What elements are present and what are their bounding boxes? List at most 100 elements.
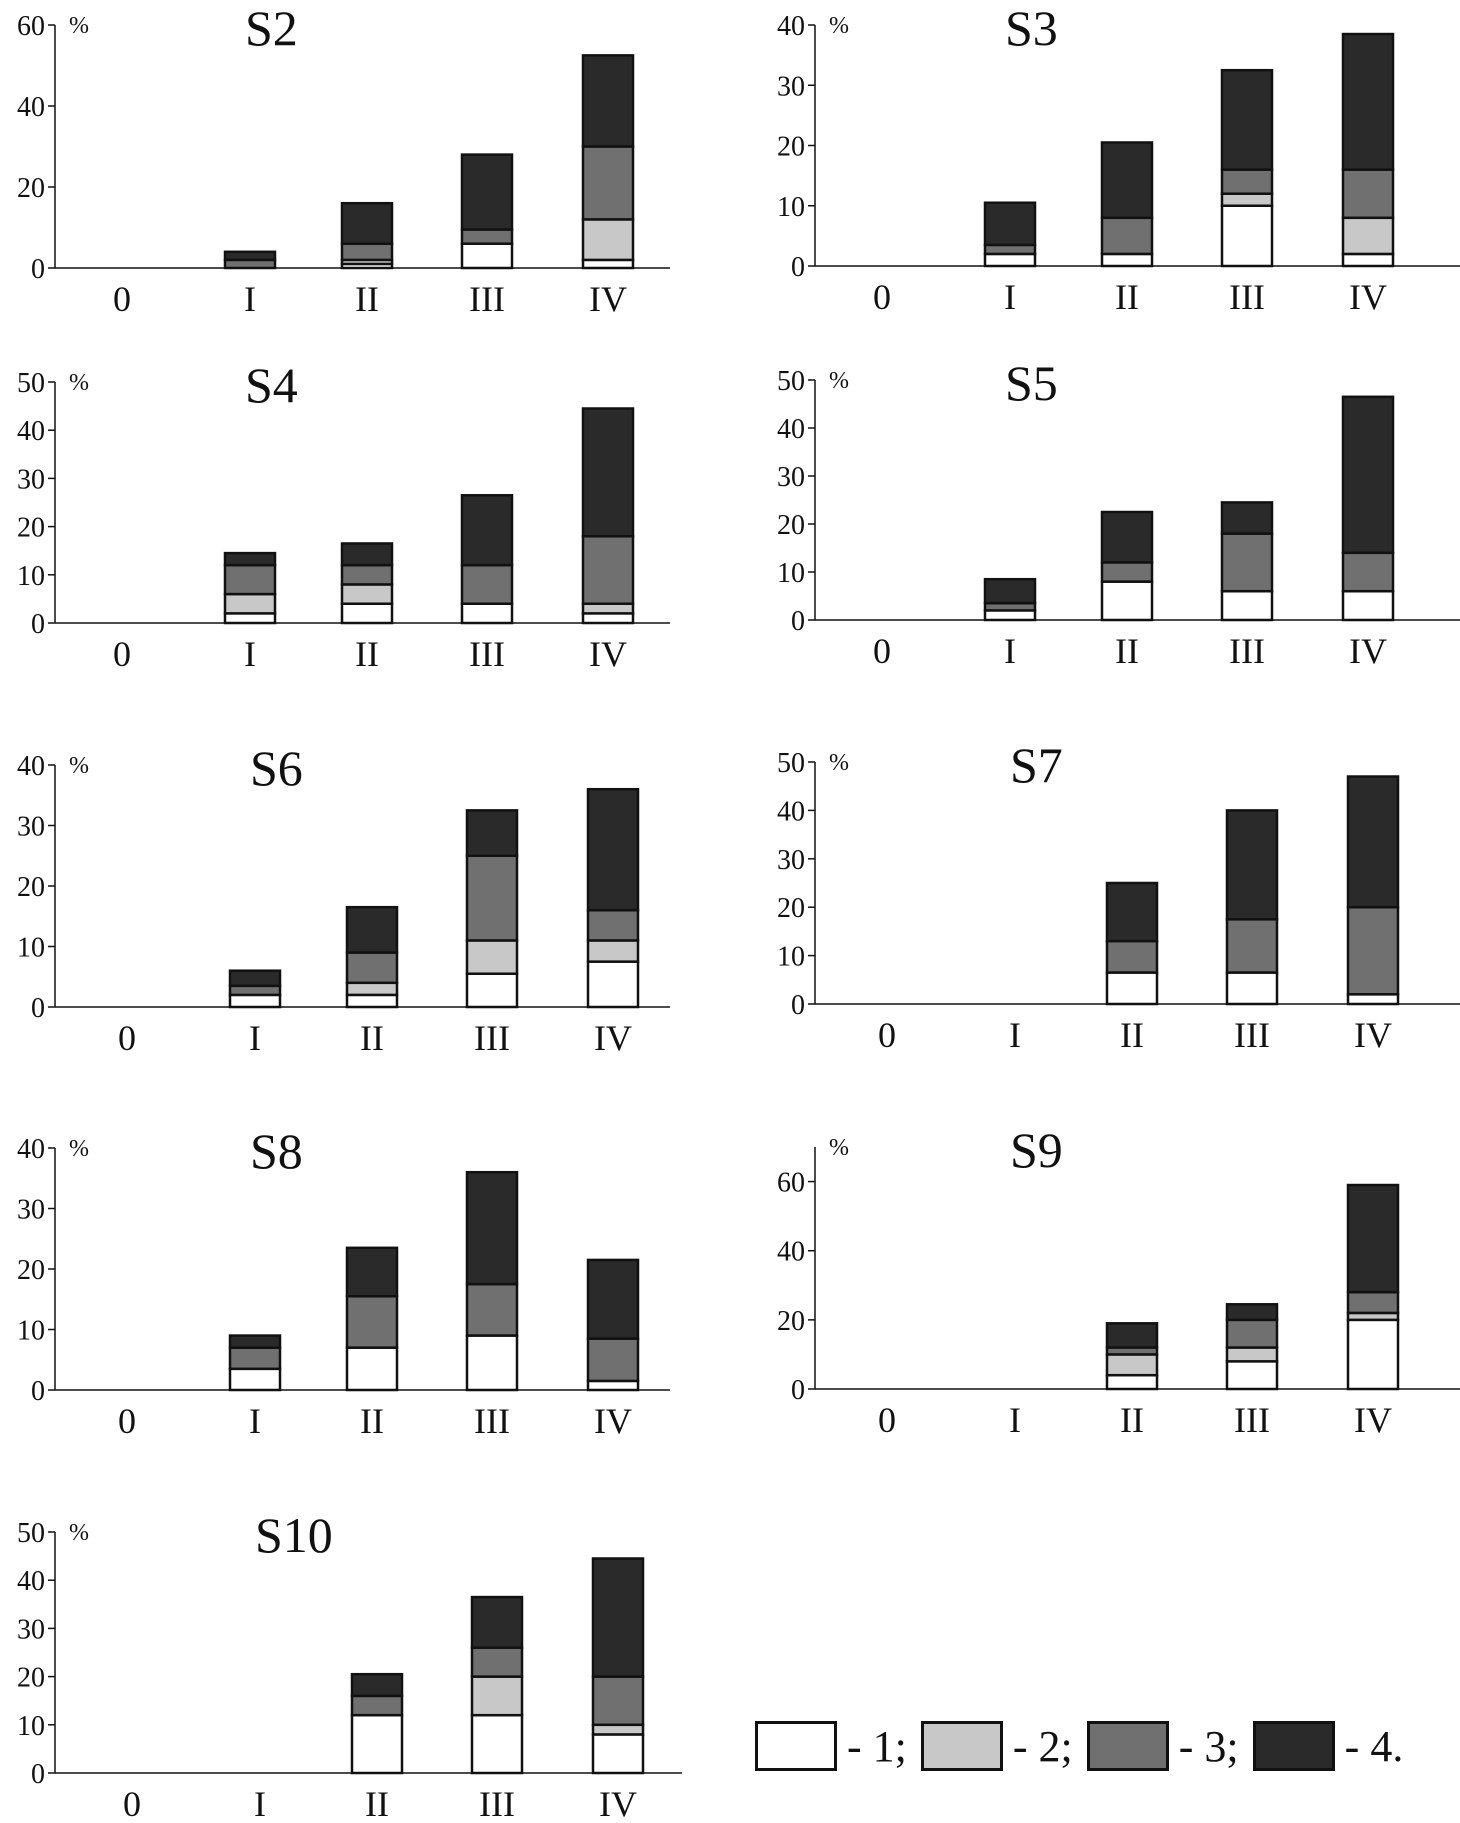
panel-6-title: S7 xyxy=(1010,737,1063,793)
panel-3-bar-IV-series-2 xyxy=(581,602,635,615)
panel-6-y-tick-label: 30 xyxy=(777,845,805,876)
panel-2-bar-IV-series-4 xyxy=(1341,32,1395,171)
panel-7-bar-III-series-1 xyxy=(465,1334,519,1392)
panel-3-bar-III-series-4 xyxy=(460,494,514,567)
panel-4-x-tick-label: 0 xyxy=(873,631,891,671)
panel-7-y-tick-label: 20 xyxy=(17,1255,45,1286)
panel-3-bar-II-series-2 xyxy=(340,583,394,605)
panel-3-bar-I-series-1 xyxy=(223,612,277,625)
legend-item-4: - 4. xyxy=(1252,1721,1404,1772)
panel-2-x-tick-label: I xyxy=(1004,277,1016,317)
panel-8-bar-III-series-1 xyxy=(1225,1360,1279,1391)
panel-5-bar-III-series-1 xyxy=(465,972,519,1009)
panel-9-x-tick-label: I xyxy=(254,1784,266,1823)
panel-2-x-tick-label: II xyxy=(1115,277,1139,317)
panel-4-bar-IV-series-4 xyxy=(1341,395,1395,555)
panel-4-bar-III-series-1 xyxy=(1220,589,1274,622)
panel-1-x-tick-label: I xyxy=(244,279,256,319)
panel-8-bar-II-series-1 xyxy=(1105,1373,1159,1391)
panel-5-bar-IV-series-2 xyxy=(586,939,640,963)
panel-4-bar-II-series-1 xyxy=(1100,580,1154,622)
panel-3-bar-IV-series-1 xyxy=(581,612,635,625)
legend-label-1: - 1; xyxy=(847,1721,907,1771)
panel-2-bar-III-series-4 xyxy=(1220,68,1274,171)
panel-4-y-tick-label: 0 xyxy=(791,606,805,637)
panel-9-y-tick-label: 50 xyxy=(17,1518,45,1549)
panel-3-x-tick-label: I xyxy=(244,634,256,674)
panel-9-bar-IV-series-1 xyxy=(591,1733,645,1775)
panel-6-y-tick-label: 40 xyxy=(777,796,805,827)
panel-5-x-tick-label: I xyxy=(249,1018,261,1058)
panel-6-bar-IV-series-3 xyxy=(1346,905,1400,996)
panel-3-x-tick-label: III xyxy=(469,634,505,674)
panel-5-bar-III-series-4 xyxy=(465,809,519,857)
panel-9-y-tick-label: 0 xyxy=(31,1759,45,1790)
panel-8-title: S9 xyxy=(1010,1122,1063,1178)
panel-2-title: S3 xyxy=(1005,0,1058,56)
panel-4-x-tick-label: IV xyxy=(1349,631,1387,671)
panel-1-bar-IV-series-4 xyxy=(581,54,635,148)
panel-3-y-tick-label: 40 xyxy=(17,416,45,447)
panel-8-y-tick-label: 60 xyxy=(777,1168,805,1199)
panel-2-bar-I-series-3 xyxy=(983,243,1037,256)
panel-9-y-tick-label: 30 xyxy=(17,1614,45,1645)
legend-label-2: - 2; xyxy=(1012,1721,1073,1771)
panel-7-bar-IV-series-1 xyxy=(586,1379,640,1392)
panel-1-y-tick-label: 0 xyxy=(31,254,45,285)
legend-label-4: - 4. xyxy=(1344,1721,1404,1771)
panel-4-bar-II-series-3 xyxy=(1100,561,1154,583)
panel-3-y-tick-label: 30 xyxy=(17,464,45,495)
panel-8-x-tick-label: III xyxy=(1234,1400,1270,1440)
panel-8-x-tick-label: II xyxy=(1120,1400,1144,1440)
panel-7-y-tick-label: 40 xyxy=(17,1134,45,1165)
panel-9-y-tick-label: 10 xyxy=(17,1711,45,1742)
panel-5-bar-II-series-1 xyxy=(345,993,399,1009)
panel-5-y-tick-label: 0 xyxy=(31,993,45,1024)
legend-label-3: - 3; xyxy=(1178,1721,1239,1771)
panel-1-bar-II-series-4 xyxy=(340,201,394,245)
panel-2-x-tick-label: 0 xyxy=(873,277,891,317)
panel-1-bar-III-series-3 xyxy=(460,228,514,245)
panel-9-y-tick-label: 40 xyxy=(17,1566,45,1597)
panel-5-bar-I-series-3 xyxy=(228,984,282,997)
panel-4-bar-II-series-4 xyxy=(1100,510,1154,564)
panel-1-x-tick-label: 0 xyxy=(113,279,131,319)
panel-5-title: S6 xyxy=(250,740,303,796)
panel-5-x-tick-label: III xyxy=(474,1018,510,1058)
panel-1-bar-II-series-3 xyxy=(340,242,394,262)
panel-6-bar-IV-series-4 xyxy=(1346,775,1400,909)
panel-4-y-tick-label: 20 xyxy=(777,510,805,541)
panel-6-y-tick-label: 0 xyxy=(791,990,805,1021)
panel-2-x-tick-label: IV xyxy=(1349,277,1387,317)
panel-3-bar-I-series-4 xyxy=(223,551,277,567)
panel-6-bar-II-series-1 xyxy=(1105,971,1159,1006)
legend-swatch-3 xyxy=(1086,1721,1169,1771)
panel-4-x-tick-label: II xyxy=(1115,631,1139,671)
panel-3-x-tick-label: 0 xyxy=(113,634,131,674)
panel-8-y-unit-label: % xyxy=(829,1135,849,1161)
panel-5-x-tick-label: IV xyxy=(594,1018,632,1058)
panel-7-bar-II-series-1 xyxy=(345,1346,399,1392)
panel-2-y-tick-label: 10 xyxy=(777,192,805,223)
panel-6-bar-III-series-3 xyxy=(1225,918,1279,974)
panel-1-x-tick-label: II xyxy=(355,279,379,319)
panel-3-bar-IV-series-4 xyxy=(581,407,635,538)
panel-3-bar-III-series-1 xyxy=(460,602,514,625)
panel-4-y-unit-label: % xyxy=(829,368,849,394)
panel-6-bar-III-series-1 xyxy=(1225,971,1279,1006)
panel-2-bar-IV-series-2 xyxy=(1341,216,1395,256)
panel-6-bar-II-series-4 xyxy=(1105,881,1159,943)
panel-8-y-tick-label: 20 xyxy=(777,1306,805,1337)
panel-2-bar-I-series-1 xyxy=(983,252,1037,268)
panel-1-bar-I-series-4 xyxy=(223,250,277,262)
panel-1-y-tick-label: 20 xyxy=(17,173,45,204)
legend-item-1: - 1; xyxy=(755,1721,907,1772)
panel-9-x-tick-label: II xyxy=(365,1784,389,1823)
panel-9-x-tick-label: 0 xyxy=(123,1784,141,1823)
panel-7-x-tick-label: III xyxy=(474,1401,510,1441)
panel-6-y-tick-label: 20 xyxy=(777,893,805,924)
panel-1-y-unit-label: % xyxy=(69,13,89,39)
panel-5-bar-IV-series-4 xyxy=(586,787,640,912)
legend-item-2: - 2; xyxy=(920,1721,1073,1772)
